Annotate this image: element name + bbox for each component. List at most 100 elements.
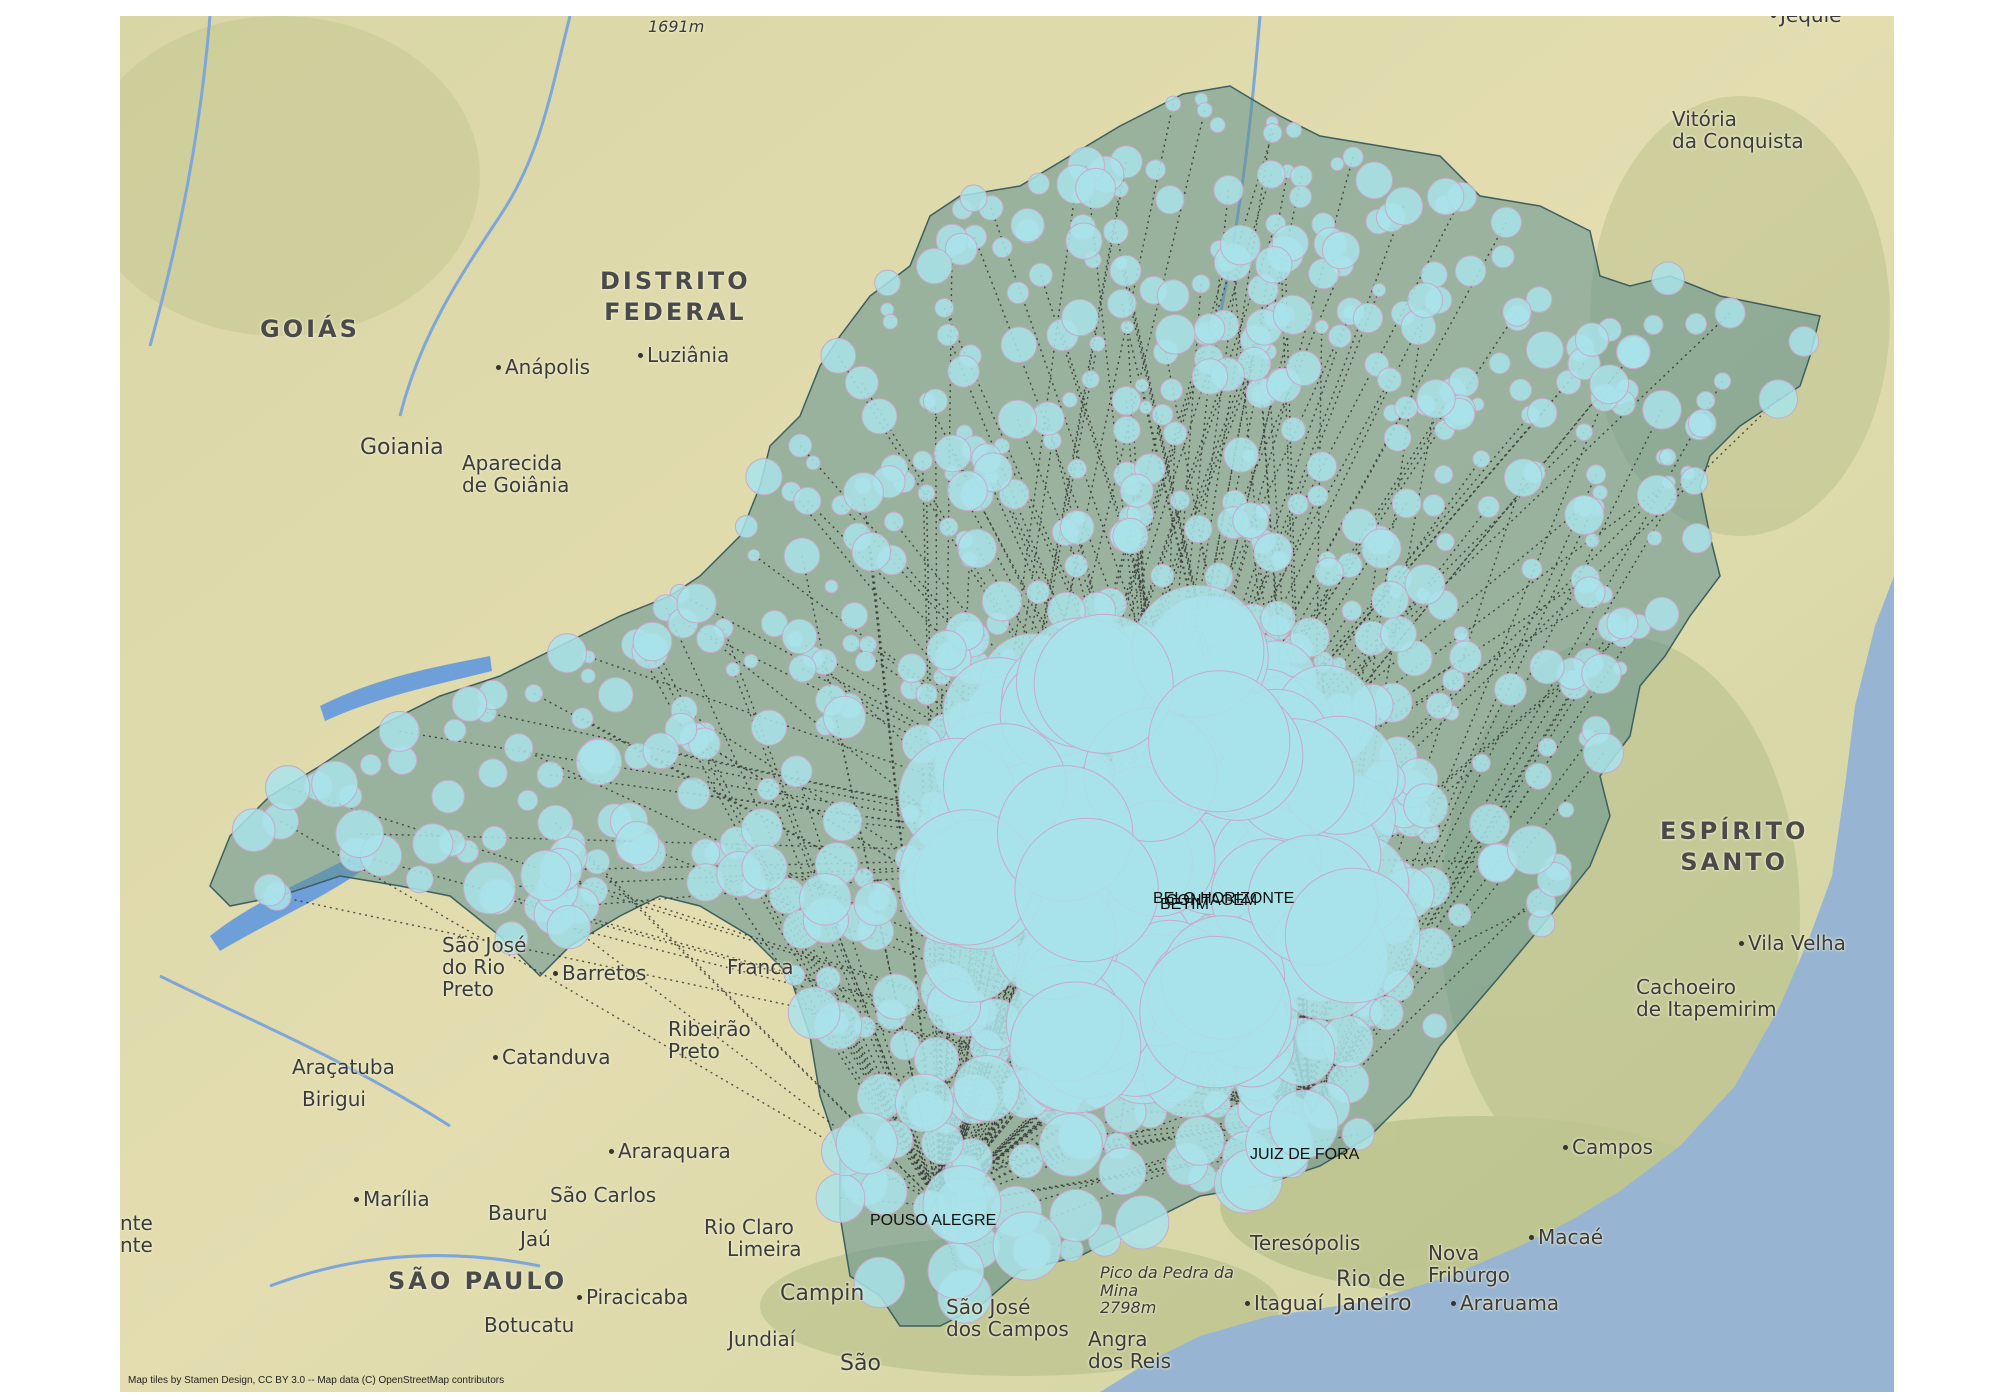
municipality-bubble[interactable] xyxy=(1377,367,1402,393)
municipality-bubble[interactable] xyxy=(1103,218,1129,245)
municipality-bubbles[interactable] xyxy=(231,92,1820,1324)
municipality-bubble[interactable] xyxy=(1112,517,1149,555)
municipality-bubble[interactable] xyxy=(1115,1195,1170,1250)
municipality-bubble[interactable] xyxy=(757,777,780,801)
municipality-bubble[interactable] xyxy=(1644,596,1680,632)
municipality-bubble[interactable] xyxy=(1472,450,1491,468)
municipality-bubble[interactable] xyxy=(1509,378,1533,402)
municipality-bubble[interactable] xyxy=(1260,600,1296,637)
municipality-bubble[interactable] xyxy=(743,653,759,669)
municipality-bubble[interactable] xyxy=(1322,231,1361,270)
municipality-bubble[interactable] xyxy=(788,433,813,458)
municipality-bubble[interactable] xyxy=(571,707,594,730)
municipality-bubble[interactable] xyxy=(916,247,953,285)
municipality-bubble[interactable] xyxy=(822,801,863,842)
municipality-bubble[interactable] xyxy=(1391,488,1422,519)
municipality-bubble[interactable] xyxy=(597,677,634,713)
municipality-bubble[interactable] xyxy=(231,808,276,852)
municipality-bubble[interactable] xyxy=(788,654,817,683)
municipality-bubble[interactable] xyxy=(1049,1188,1103,1242)
municipality-bubble[interactable] xyxy=(1585,464,1607,485)
municipality-bubble[interactable] xyxy=(1209,116,1226,134)
municipality-bubble[interactable] xyxy=(1584,533,1600,548)
municipality-bubble[interactable] xyxy=(1098,1147,1147,1196)
municipality-bubble[interactable] xyxy=(853,1256,906,1309)
municipality-bubble[interactable] xyxy=(1491,244,1515,269)
municipality-bubble[interactable] xyxy=(1280,417,1306,442)
municipality-bubble[interactable] xyxy=(1573,576,1606,609)
municipality-bubble[interactable] xyxy=(959,184,988,212)
municipality-bubble[interactable] xyxy=(1342,146,1364,168)
municipality-bubble[interactable] xyxy=(1033,613,1174,754)
municipality-bubble[interactable] xyxy=(740,808,783,851)
municipality-bubble[interactable] xyxy=(1059,510,1095,545)
municipality-bubble[interactable] xyxy=(1352,302,1384,334)
municipality-bubble[interactable] xyxy=(1010,208,1045,243)
municipality-bubble[interactable] xyxy=(824,579,839,594)
municipality-bubble[interactable] xyxy=(265,765,311,811)
municipality-bubble[interactable] xyxy=(1341,1117,1375,1151)
municipality-bubble[interactable] xyxy=(1290,165,1313,188)
municipality-bubble[interactable] xyxy=(1422,494,1446,517)
municipality-bubble[interactable] xyxy=(1394,396,1418,420)
map-view[interactable]: GOIÁS DISTRITO FEDERAL ESPÍRITO SANTO SÃ… xyxy=(120,16,1894,1392)
municipality-bubble[interactable] xyxy=(1000,326,1038,364)
municipality-bubble[interactable] xyxy=(664,712,698,746)
municipality-bubble[interactable] xyxy=(1284,867,1421,1004)
municipality-bubble[interactable] xyxy=(1433,464,1454,485)
municipality-bubble[interactable] xyxy=(547,633,587,674)
municipality-bubble[interactable] xyxy=(1507,825,1557,875)
municipality-bubble[interactable] xyxy=(1436,532,1455,552)
municipality-bubble[interactable] xyxy=(688,727,721,760)
municipality-bubble[interactable] xyxy=(1426,177,1465,216)
municipality-bubble[interactable] xyxy=(1616,334,1651,370)
municipality-bubble[interactable] xyxy=(1371,581,1409,619)
municipality-bubble[interactable] xyxy=(1403,783,1449,829)
municipality-bubble[interactable] xyxy=(1453,626,1469,642)
municipality-bubble[interactable] xyxy=(1471,753,1491,773)
municipality-bubble[interactable] xyxy=(750,709,788,746)
municipality-bubble[interactable] xyxy=(894,1073,954,1133)
municipality-bubble[interactable] xyxy=(615,821,660,866)
municipality-bubble[interactable] xyxy=(1574,322,1610,357)
municipality-bubble[interactable] xyxy=(1256,160,1286,189)
municipality-bubble[interactable] xyxy=(1685,312,1708,335)
municipality-bubble[interactable] xyxy=(536,761,564,789)
municipality-bubble[interactable] xyxy=(725,662,741,677)
municipality-bubble[interactable] xyxy=(859,1167,908,1216)
municipality-bubble[interactable] xyxy=(922,1165,1002,1245)
municipality-bubble[interactable] xyxy=(1575,423,1593,442)
municipality-bubble[interactable] xyxy=(861,398,898,435)
municipality-bubble[interactable] xyxy=(1065,222,1103,260)
municipality-bubble[interactable] xyxy=(1328,324,1352,349)
municipality-bubble[interactable] xyxy=(1151,403,1174,426)
municipality-bubble[interactable] xyxy=(1384,186,1424,226)
municipality-bubble[interactable] xyxy=(1537,737,1558,757)
municipality-bubble[interactable] xyxy=(1061,391,1078,408)
municipality-bubble[interactable] xyxy=(1286,350,1322,387)
municipality-bubble[interactable] xyxy=(741,844,788,891)
municipality-bubble[interactable] xyxy=(1160,378,1184,402)
municipality-bubble[interactable] xyxy=(926,630,967,671)
municipality-bubble[interactable] xyxy=(1155,185,1185,215)
municipality-bubble[interactable] xyxy=(642,732,680,770)
municipality-bubble[interactable] xyxy=(696,624,725,654)
municipality-bubble[interactable] xyxy=(1407,282,1443,319)
municipality-bubble[interactable] xyxy=(1442,668,1466,692)
municipality-bubble[interactable] xyxy=(1067,458,1088,479)
municipality-bubble[interactable] xyxy=(1223,436,1259,473)
municipality-bubble[interactable] xyxy=(1490,206,1522,239)
municipality-bubble[interactable] xyxy=(494,921,529,956)
municipality-bubble[interactable] xyxy=(1714,297,1746,329)
municipality-bubble[interactable] xyxy=(632,621,673,662)
municipality-bubble[interactable] xyxy=(1564,495,1605,535)
municipality-bubble[interactable] xyxy=(747,548,761,562)
municipality-bubble[interactable] xyxy=(1111,386,1142,416)
municipality-bubble[interactable] xyxy=(1589,364,1630,405)
municipality-bubble[interactable] xyxy=(1488,352,1511,375)
municipality-bubble[interactable] xyxy=(580,668,596,684)
municipality-bubble[interactable] xyxy=(1107,288,1137,319)
municipality-bubble[interactable] xyxy=(1503,458,1543,498)
municipality-bubble[interactable] xyxy=(734,515,759,539)
municipality-bubble[interactable] xyxy=(1112,415,1141,444)
